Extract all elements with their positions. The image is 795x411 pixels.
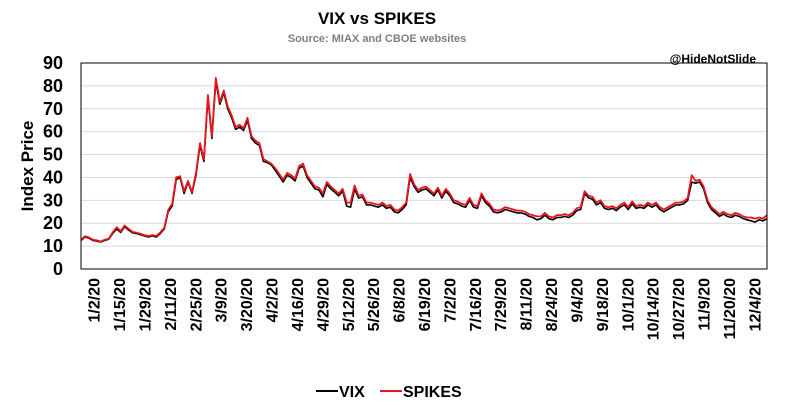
y-tick-label: 30	[43, 190, 63, 210]
y-tick-label: 40	[43, 167, 63, 187]
x-tick-label: 1/29/20	[138, 278, 155, 331]
x-tick-label: 7/2/20	[442, 278, 459, 323]
x-tick-label: 9/4/20	[569, 278, 586, 323]
y-tick-label: 60	[43, 122, 63, 142]
chart-title: VIX vs SPIKES	[318, 9, 436, 28]
x-tick-label: 10/1/20	[620, 278, 637, 331]
y-tick-label: 70	[43, 99, 63, 119]
watermark-annotation: @HideNotSlide	[670, 52, 757, 66]
legend-label-vix: VIX	[339, 384, 365, 401]
y-axis-label: Index Price	[18, 121, 37, 212]
x-tick-label: 4/2/20	[265, 278, 282, 323]
y-tick-label: 0	[53, 259, 63, 279]
y-tick-label: 10	[43, 236, 63, 256]
x-tick-label: 4/16/20	[290, 278, 307, 331]
x-tick-label: 10/14/20	[646, 278, 663, 340]
x-tick-label: 7/16/20	[468, 278, 485, 331]
x-tick-label: 6/8/20	[392, 278, 409, 323]
legend: VIX SPIKES	[316, 384, 462, 401]
x-tick-label: 3/9/20	[214, 278, 231, 323]
x-tick-label: 7/29/20	[493, 278, 510, 331]
x-tick-label: 1/2/20	[87, 278, 104, 323]
gridlines	[81, 85, 767, 247]
y-tick-label: 90	[43, 53, 63, 73]
x-tick-label: 3/20/20	[239, 278, 256, 331]
x-tick-label: 2/25/20	[188, 278, 205, 331]
chart-subtitle: Source: MIAX and CBOE websites	[288, 33, 466, 45]
x-tick-label: 11/9/20	[696, 278, 713, 331]
x-tick-label: 6/19/20	[417, 278, 434, 331]
x-tick-label: 8/24/20	[544, 278, 561, 331]
y-tick-label: 50	[43, 145, 63, 165]
y-tick-label: 80	[43, 76, 63, 96]
x-tick-labels: 1/2/20 1/15/20 1/29/20 2/11/20 2/25/20 3/9/20…	[87, 278, 765, 340]
x-tick-label: 5/12/20	[341, 278, 358, 331]
x-tick-label: 12/4/20	[747, 278, 764, 331]
series-line-vix	[80, 80, 768, 243]
y-tick-label: 20	[43, 213, 63, 233]
x-tick-label: 9/18/20	[595, 278, 612, 331]
x-tick-label: 4/29/20	[315, 278, 332, 331]
series-line-spikes	[80, 77, 768, 243]
x-tick-label: 10/27/20	[671, 278, 688, 340]
x-tick-label: 2/11/20	[163, 278, 180, 331]
series-lines	[80, 77, 768, 243]
plot-area-border	[80, 62, 768, 270]
legend-label-spikes: SPIKES	[403, 384, 462, 401]
x-tick-label: 1/15/20	[112, 278, 129, 331]
x-tick-label: 5/26/20	[366, 278, 383, 331]
x-tick-label: 8/11/20	[519, 278, 536, 331]
x-tick-label: 11/20/20	[722, 278, 739, 340]
